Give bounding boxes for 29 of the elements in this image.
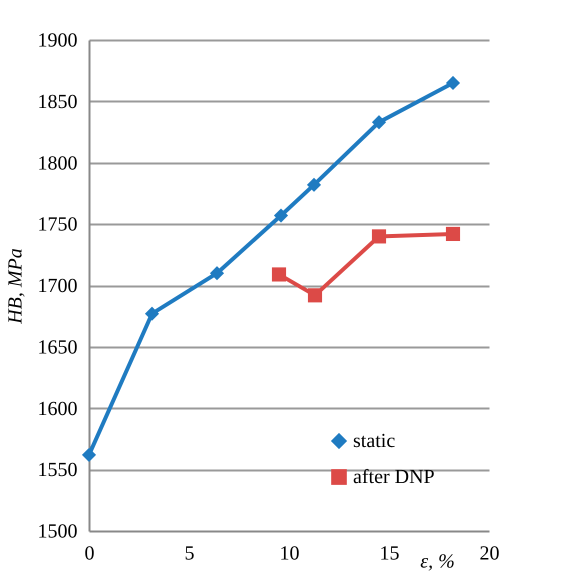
point	[274, 208, 288, 223]
point	[82, 448, 96, 462]
y-tick-label: 1650	[38, 336, 78, 358]
y-tick-label: 1900	[38, 30, 78, 52]
x-tick-label: 15	[380, 542, 400, 564]
x-tick-label: 0	[84, 542, 94, 564]
x-tick-label: 10	[280, 542, 300, 564]
y-tick-label: 1600	[38, 398, 78, 420]
legend-label: static	[353, 430, 396, 452]
y-tick-label: 1750	[38, 214, 78, 236]
point	[372, 229, 386, 244]
point	[144, 306, 160, 321]
y-tick-label: 1850	[38, 90, 78, 113]
y-tick-label: 1800	[38, 152, 78, 174]
point	[446, 226, 460, 242]
y-tick-label: 1550	[38, 459, 78, 482]
x-tick-label: 5	[184, 542, 194, 564]
y-axis-title: HB, MPa	[4, 248, 26, 325]
x-tick-label: 20	[480, 542, 500, 564]
point	[306, 178, 322, 192]
y-tick-label: 1700	[38, 275, 78, 297]
point	[446, 76, 460, 90]
x-axis-title: ε, %	[420, 550, 455, 572]
point	[372, 115, 386, 130]
point	[272, 267, 286, 282]
legend-label: after DNP	[353, 466, 435, 488]
point	[308, 288, 322, 302]
point	[210, 266, 224, 280]
y-tick-label: 1500	[38, 520, 78, 542]
